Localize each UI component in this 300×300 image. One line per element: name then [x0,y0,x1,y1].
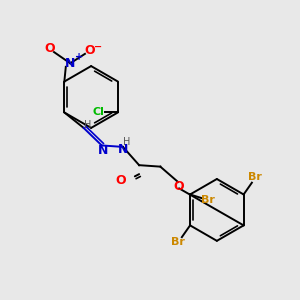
Text: Br: Br [171,238,185,248]
Text: H: H [123,137,130,147]
Text: −: − [94,42,102,52]
Text: O: O [44,42,55,55]
Text: O: O [174,180,184,193]
Text: H: H [84,120,91,130]
Text: N: N [98,144,108,157]
Text: Br: Br [248,172,262,182]
Text: N: N [118,143,128,156]
Text: O: O [84,44,95,57]
Text: Br: Br [201,195,215,205]
Text: Cl: Cl [93,107,105,118]
Text: +: + [75,52,83,62]
Text: N: N [65,57,75,70]
Text: O: O [116,174,126,187]
